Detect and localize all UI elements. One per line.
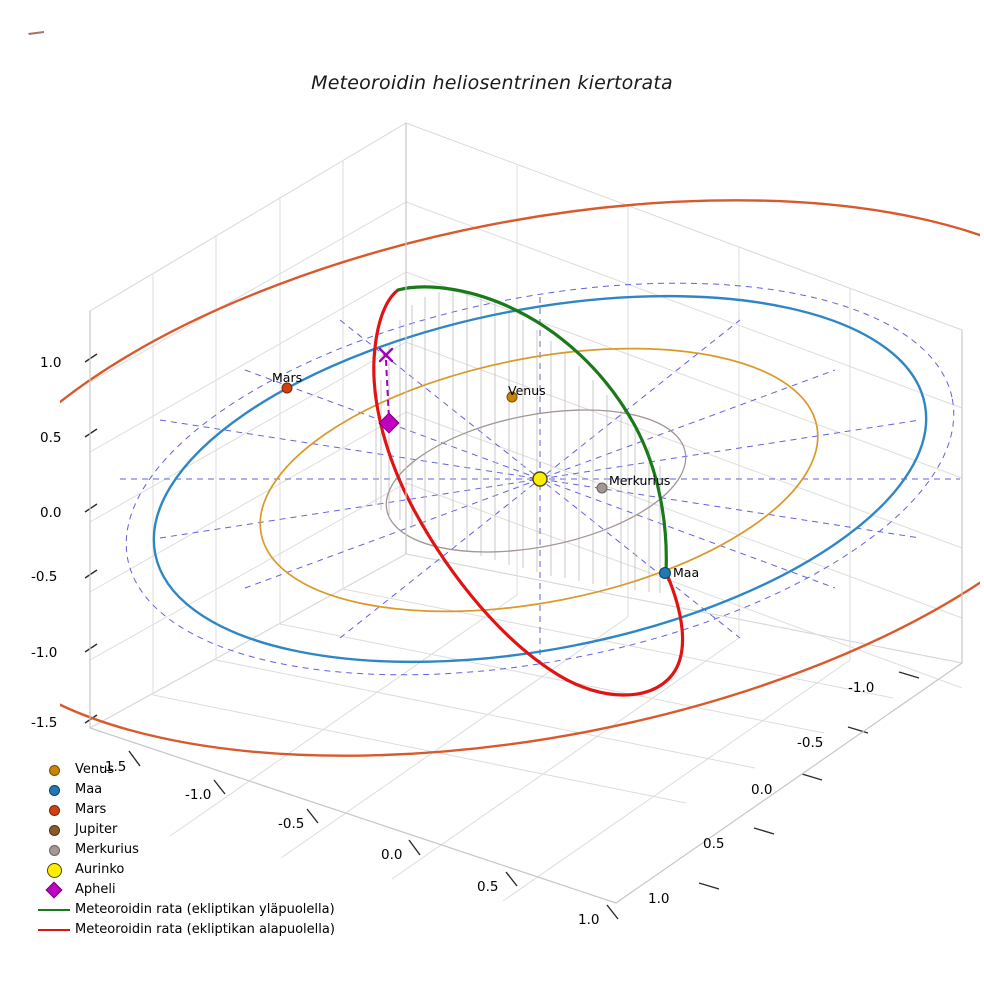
legend-item-mars[interactable]: Mars bbox=[33, 800, 363, 820]
z-tick-1: 0.5 bbox=[40, 430, 62, 446]
orbit-mars bbox=[60, 199, 980, 757]
legend-label-merkurius: Merkurius bbox=[75, 842, 139, 857]
aphelion-projection-line bbox=[385, 359, 390, 420]
axes-front-edges bbox=[89, 123, 963, 904]
maa-marker-icon bbox=[33, 784, 75, 796]
meteoroid-orbit-above bbox=[396, 285, 668, 574]
legend-item-merkurius[interactable]: Merkurius bbox=[33, 840, 363, 860]
meteoroid-drop-lines bbox=[375, 291, 661, 593]
legend-item-orbit-below[interactable]: Meteoroidin rata (ekliptikan alapuolella… bbox=[33, 920, 363, 940]
jupiter-marker-icon bbox=[33, 824, 75, 836]
orbit-venus bbox=[259, 347, 819, 613]
y-tick-4: 1.0 bbox=[648, 891, 670, 907]
legend-label-aurinko: Aurinko bbox=[75, 862, 125, 877]
merkurius-marker-icon bbox=[33, 844, 75, 856]
merkurius-label: Merkurius bbox=[609, 473, 671, 488]
venus-label: Venus bbox=[508, 383, 546, 398]
z-tick-4: -1.0 bbox=[31, 645, 58, 661]
marker-mars bbox=[281, 382, 293, 394]
x-tick-2: -0.5 bbox=[278, 816, 305, 832]
y-tick-2: 0.0 bbox=[751, 782, 773, 798]
x-tick-5: 1.0 bbox=[578, 912, 600, 928]
mars-marker-icon bbox=[33, 804, 75, 816]
marker-merkurius bbox=[596, 482, 608, 494]
floor-grid bbox=[152, 588, 894, 902]
orbit-above-line-icon bbox=[33, 909, 75, 911]
orbit-below-line-icon bbox=[33, 929, 75, 931]
legend-item-apheli[interactable]: Apheli bbox=[33, 880, 363, 900]
aphelion-projection-marker bbox=[378, 347, 394, 363]
orbit-maa bbox=[152, 294, 928, 664]
legend-item-maa[interactable]: Maa bbox=[33, 780, 363, 800]
x-tick-3: 0.0 bbox=[381, 847, 403, 863]
legend-item-venus[interactable]: Venus bbox=[33, 760, 363, 780]
page-title: Meteoroidin heliosentrinen kiertorata bbox=[311, 72, 673, 94]
y-tick-1: -0.5 bbox=[797, 735, 824, 751]
legend-label-mars: Mars bbox=[75, 802, 107, 817]
legend-label-apheli: Apheli bbox=[75, 882, 116, 897]
x-tick-1: -1.0 bbox=[185, 787, 212, 803]
legend-item-aurinko[interactable]: Aurinko bbox=[33, 860, 363, 880]
legend: Venus Maa Mars Jupiter Merkurius bbox=[33, 760, 363, 940]
legend-label-venus: Venus bbox=[75, 762, 115, 777]
orbit-merkurius bbox=[385, 409, 687, 553]
apheli-marker-icon bbox=[33, 881, 75, 899]
z-tick-0: 1.0 bbox=[40, 355, 62, 371]
marker-aurinko bbox=[532, 471, 548, 487]
mars-label: Mars bbox=[272, 370, 303, 385]
z-tick-2: 0.0 bbox=[40, 505, 62, 521]
legend-label-jupiter: Jupiter bbox=[75, 822, 118, 837]
marker-maa bbox=[659, 567, 671, 579]
legend-item-jupiter[interactable]: Jupiter bbox=[33, 820, 363, 840]
legend-label-orbit-above: Meteoroidin rata (ekliptikan yläpuolella… bbox=[75, 902, 335, 917]
z-tick-5: -1.5 bbox=[31, 715, 58, 731]
y-tick-0: -1.0 bbox=[848, 680, 875, 696]
venus-marker-icon bbox=[33, 764, 75, 776]
axis-ticks bbox=[84, 353, 920, 920]
x-tick-0: -1.5 bbox=[100, 759, 127, 775]
legend-item-orbit-above[interactable]: Meteoroidin rata (ekliptikan yläpuolella… bbox=[33, 900, 363, 920]
legend-label-orbit-below: Meteoroidin rata (ekliptikan alapuolella… bbox=[75, 922, 335, 937]
aphelion-marker bbox=[378, 412, 400, 434]
marker-venus bbox=[506, 391, 518, 403]
aurinko-marker-icon bbox=[33, 862, 75, 878]
maa-label: Maa bbox=[673, 565, 700, 580]
x-tick-4: 0.5 bbox=[477, 879, 499, 895]
left-wall-grid bbox=[89, 160, 407, 695]
legend-label-maa: Maa bbox=[75, 782, 103, 797]
y-tick-3: 0.5 bbox=[703, 836, 725, 852]
z-tick-3: -0.5 bbox=[31, 569, 58, 585]
meteoroid-orbit-below bbox=[372, 288, 685, 697]
stray-mark bbox=[28, 31, 44, 35]
